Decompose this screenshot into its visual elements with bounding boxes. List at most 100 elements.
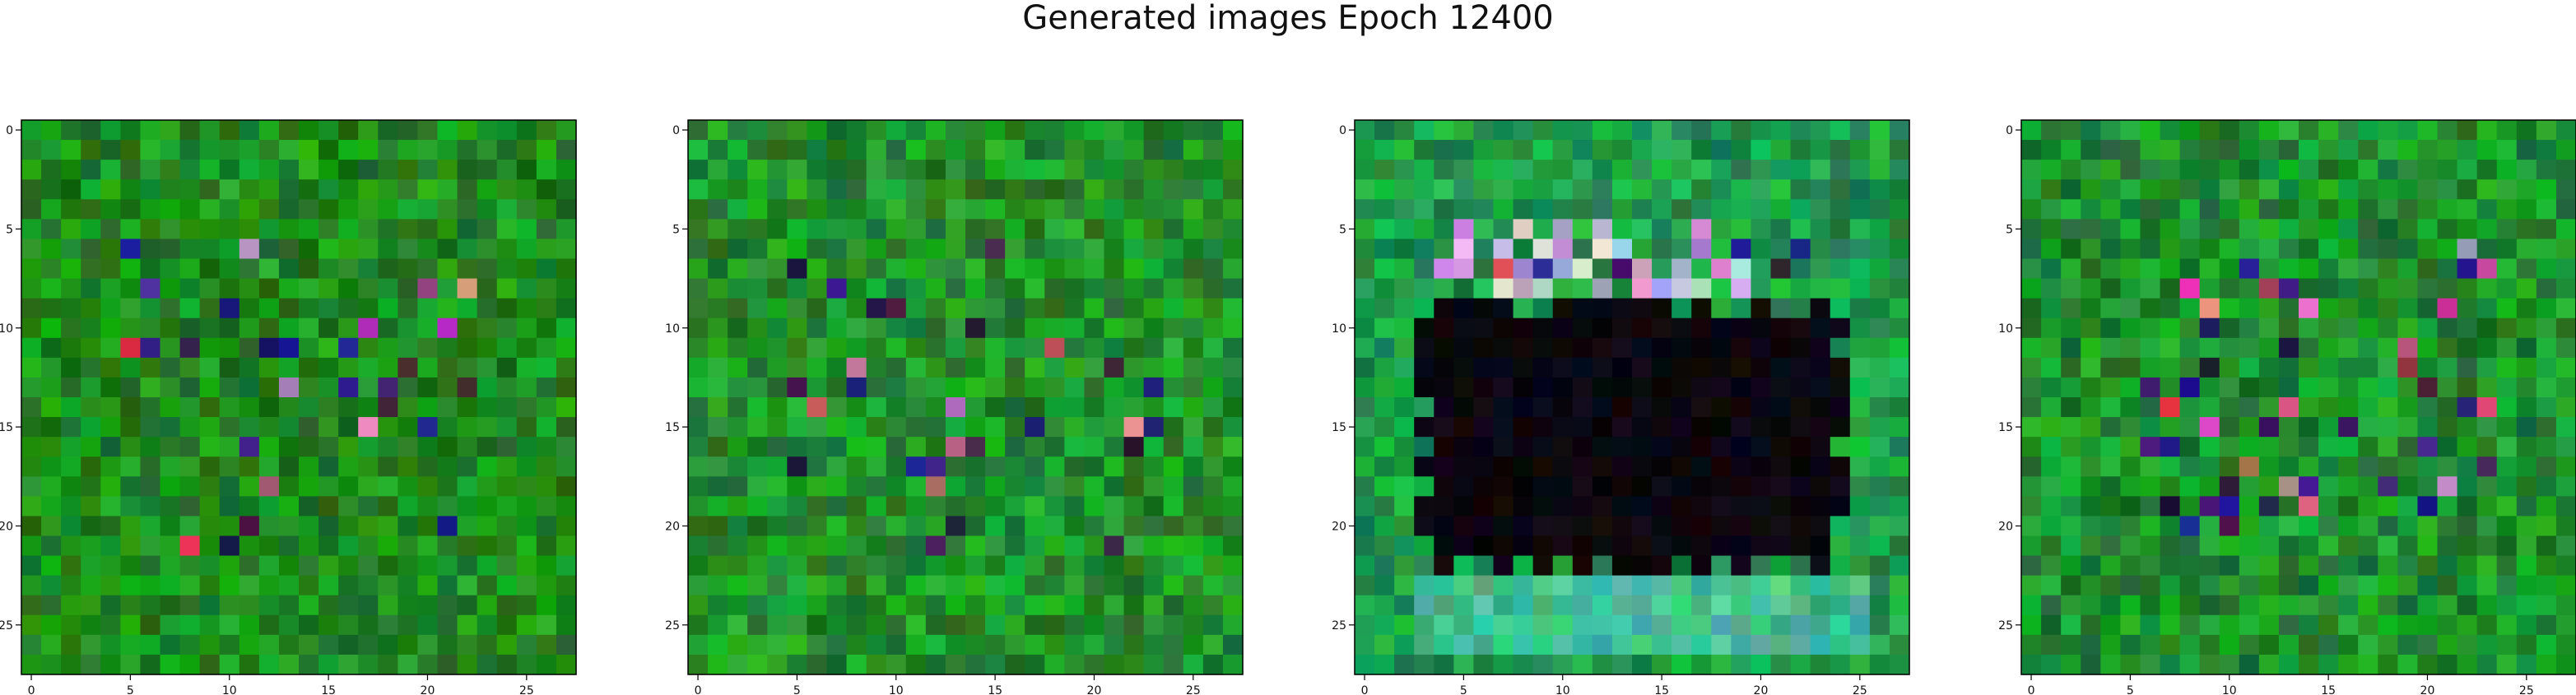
pixel-cell [378, 278, 398, 299]
pixel-cell [457, 417, 478, 438]
pixel-cell [2120, 535, 2141, 557]
pixel-cell [2516, 496, 2537, 517]
pixel-cell [417, 258, 439, 280]
pixel-cell [905, 516, 927, 537]
pixel-cell [2258, 140, 2280, 160]
pixel-cell [2239, 239, 2260, 260]
pixel-cell [2397, 239, 2419, 260]
pixel-cell [1889, 476, 1910, 497]
pixel-cell [728, 575, 748, 596]
pixel-cell [2081, 357, 2101, 378]
pixel-cell [219, 357, 240, 378]
pixel-cell [2338, 258, 2359, 280]
pixel-cell [1123, 456, 1145, 477]
pixel-cell [1493, 614, 1514, 636]
pixel-cell [1374, 337, 1395, 359]
pixel-cell [1044, 654, 1065, 675]
pixel-cell [2496, 417, 2518, 438]
pixel-cell [1025, 120, 1045, 141]
pixel-cell [2417, 179, 2439, 200]
pixel-cell [319, 298, 339, 319]
pixel-cell [1005, 614, 1025, 636]
pixel-cell [985, 278, 1006, 299]
pixel-cell [2278, 437, 2299, 457]
pixel-cell [1770, 476, 1792, 497]
pixel-cell [1552, 278, 1574, 299]
pixel-cell [1183, 317, 1204, 339]
pixel-cell [2437, 397, 2458, 418]
pixel-cell [2100, 535, 2121, 557]
pixel-cell [1869, 575, 1890, 596]
pixel-cell [2061, 575, 2081, 596]
pixel-cell [2140, 614, 2161, 636]
pixel-cell [2417, 298, 2439, 319]
pixel-cell [1084, 317, 1105, 339]
pixel-cell [1652, 634, 1672, 656]
pixel-cell [199, 357, 221, 378]
pixel-cell [1513, 160, 1534, 180]
pixel-cell [728, 555, 748, 577]
pixel-cell [319, 654, 339, 675]
pixel-cell [140, 614, 161, 636]
pixel-cell [338, 535, 359, 557]
pixel-cell [1731, 199, 1752, 220]
pixel-cell [2457, 239, 2478, 260]
y-tick-label: 0 [672, 124, 680, 137]
pixel-cell [1532, 120, 1554, 141]
pixel-cell [2516, 357, 2537, 378]
pixel-cell [945, 555, 966, 577]
pixel-cell [199, 417, 221, 438]
pixel-cell [1869, 417, 1890, 438]
pixel-cell [179, 437, 201, 457]
pixel-cell [1044, 417, 1065, 438]
pixel-cell [2378, 317, 2398, 339]
pixel-cell [2081, 278, 2101, 299]
pixel-cell [160, 654, 181, 675]
pixel-cell [728, 278, 748, 299]
pixel-cell [1025, 337, 1045, 359]
pixel-cell [1711, 417, 1732, 438]
pixel-cell [239, 634, 260, 656]
pixel-cell [1453, 496, 1475, 517]
pixel-cell [2258, 535, 2280, 557]
pixel-cell [2476, 654, 2498, 675]
pixel-cell [1611, 417, 1633, 438]
pixel-cell [2299, 456, 2319, 477]
pixel-cell [1355, 437, 1375, 457]
pixel-cell [925, 337, 946, 359]
pixel-cell [1632, 317, 1653, 339]
pixel-cell [2457, 634, 2478, 656]
pixel-cell [1632, 595, 1653, 616]
pixel-cell [2179, 595, 2201, 616]
pixel-cell [1005, 595, 1025, 616]
pixel-cell [2081, 496, 2101, 517]
pixel-cell [437, 516, 458, 537]
pixel-cell [1731, 496, 1752, 517]
pixel-cell [41, 654, 62, 675]
pixel-cell [1044, 140, 1065, 160]
pixel-cell [1453, 298, 1475, 319]
pixel-cell [2081, 199, 2101, 220]
pixel-cell [2081, 140, 2101, 160]
pixel-cell [239, 595, 260, 616]
pixel-cell [1374, 417, 1395, 438]
pixel-cell [1493, 357, 1514, 378]
pixel-cell [1552, 160, 1574, 180]
pixel-cell [2199, 317, 2220, 339]
pixel-cell [2239, 516, 2260, 537]
pixel-cell [278, 535, 300, 557]
pixel-cell [2199, 614, 2220, 636]
pixel-cell [338, 199, 359, 220]
pixel-cell [965, 179, 986, 200]
pixel-cell [965, 417, 986, 438]
pixel-cell [807, 437, 828, 457]
pixel-cell [1453, 179, 1475, 200]
pixel-cell [2160, 516, 2181, 537]
pixel-cell [1493, 555, 1514, 577]
pixel-cell [199, 397, 221, 418]
pixel-cell [160, 614, 181, 636]
pixel-cell [1790, 535, 1811, 557]
y-tick-label: 10 [1332, 322, 1346, 336]
pixel-cell [846, 654, 867, 675]
pixel-cell [2041, 140, 2062, 160]
